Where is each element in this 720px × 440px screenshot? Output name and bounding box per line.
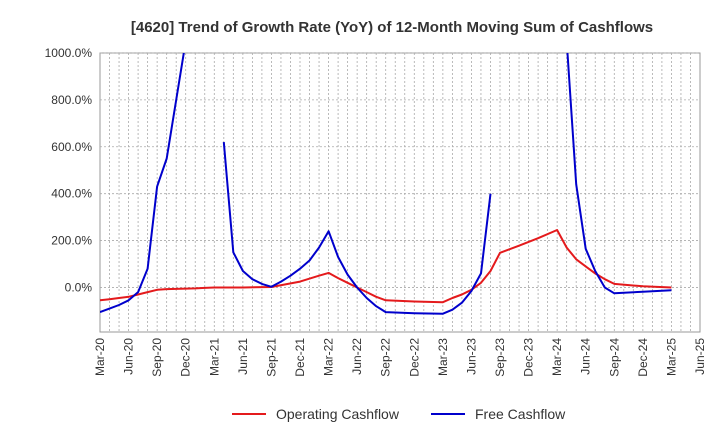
x-tick-label: Dec-23 <box>522 338 536 377</box>
x-tick-label: Dec-21 <box>293 338 307 377</box>
y-tick-label: 1000.0% <box>45 46 93 60</box>
x-tick-label: Jun-24 <box>579 338 593 375</box>
series-line <box>222 142 492 315</box>
series-free-cashflow <box>100 53 672 315</box>
x-tick-label: Mar-21 <box>207 338 221 376</box>
legend-label: Operating Cashflow <box>276 406 400 422</box>
x-tick-label: Mar-20 <box>93 338 107 376</box>
series-line <box>100 53 185 314</box>
x-tick-label: Dec-22 <box>407 338 421 377</box>
legend: Operating Cashflow Free Cashflow <box>232 406 566 422</box>
x-tick-label: Dec-24 <box>636 338 650 377</box>
legend-label: Free Cashflow <box>475 406 566 422</box>
x-tick-label: Sep-20 <box>150 338 164 377</box>
x-tick-label: Mar-22 <box>322 338 336 376</box>
series-operating-cashflow <box>100 229 672 304</box>
series-lines <box>100 53 672 315</box>
y-tick-label: 400.0% <box>51 187 92 201</box>
series-line <box>566 53 672 295</box>
y-axis-tick-labels: 1000.0% 800.0% 600.0% 400.0% 200.0% 0.0% <box>45 46 93 294</box>
x-tick-label: Jun-22 <box>350 338 364 375</box>
chart-title: [4620] Trend of Growth Rate (YoY) of 12-… <box>131 19 653 36</box>
x-tick-label: Sep-22 <box>379 338 393 377</box>
x-tick-label: Jun-21 <box>236 338 250 375</box>
x-tick-label: Sep-23 <box>493 338 507 377</box>
y-tick-label: 800.0% <box>51 93 92 107</box>
x-tick-label: Mar-23 <box>436 338 450 376</box>
series-line <box>100 229 672 304</box>
x-axis-tick-labels: Mar-20 Jun-20 Sep-20 Dec-20 Mar-21 Jun-21 Sep-… <box>93 338 707 377</box>
y-tick-label: 0.0% <box>65 280 93 294</box>
x-tick-label: Jun-25 <box>693 338 707 375</box>
y-tick-label: 600.0% <box>51 140 92 154</box>
x-tick-label: Mar-24 <box>550 338 564 376</box>
x-tick-label: Sep-24 <box>607 338 621 377</box>
y-tick-label: 200.0% <box>51 234 92 248</box>
x-tick-label: Jun-20 <box>122 338 136 375</box>
x-tick-label: Jun-23 <box>464 338 478 375</box>
x-tick-label: Sep-21 <box>264 338 278 377</box>
x-tick-label: Dec-20 <box>179 338 193 377</box>
x-tick-label: Mar-25 <box>664 338 678 376</box>
